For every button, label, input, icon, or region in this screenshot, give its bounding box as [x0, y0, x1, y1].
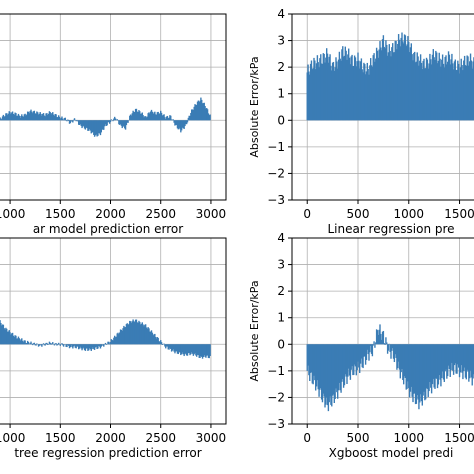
x-tick-label: 1500 [444, 207, 474, 221]
x-tick-label: 3000 [196, 431, 227, 445]
x-tick-label: 3000 [196, 207, 227, 221]
x-tick-label: 0 [303, 207, 311, 221]
x-tick-label: 1000 [0, 431, 25, 445]
y-tick-label: 3 [277, 258, 285, 272]
axes-frame [0, 13, 227, 201]
x-tick-label: 1000 [393, 207, 424, 221]
y-tick-label: −3 [267, 193, 285, 207]
x-tick-label: 2500 [145, 207, 176, 221]
panel-top-right: 0 500 1000 1500 4 3 2 1 0 −1 −2 −3 Linear regression… [248, 7, 474, 236]
x-tick-label: 1500 [45, 431, 76, 445]
x-tick-label: 1500 [444, 431, 474, 445]
y-tick-label: 2 [277, 284, 285, 298]
series-bars [0, 97, 211, 137]
y-tick-label: 0 [277, 337, 285, 351]
x-tick-label: 0 [303, 431, 311, 445]
y-tick-label: −3 [267, 417, 285, 431]
series-bars [306, 32, 474, 121]
y-tick-label: 0 [277, 113, 285, 127]
x-tick-label: 1500 [45, 207, 76, 221]
x-tick-label: 500 [347, 431, 370, 445]
y-tick-label: −2 [267, 390, 285, 404]
series-bars [0, 319, 211, 359]
y-tick-label: 1 [277, 311, 285, 325]
x-tick-label: 1000 [0, 207, 25, 221]
y-tick-label: 4 [277, 231, 285, 245]
axes-frame [291, 237, 474, 425]
y-axis-label: Absolute Error/kPa [248, 56, 261, 157]
x-axis-label: tree regression prediction error [14, 446, 201, 460]
x-axis-label: Xgboost model predi [329, 446, 454, 460]
y-tick-label: 2 [277, 60, 285, 74]
x-tick-label: 500 [347, 207, 370, 221]
y-tick-label: 4 [277, 7, 285, 21]
y-axis-label: Absolute Error/kPa [248, 280, 261, 381]
axes-frame [291, 13, 474, 201]
y-tick-label: 1 [277, 87, 285, 101]
panel-top-left: 1000 1500 2000 2500 3000 ar model prediction … [0, 13, 227, 236]
panel-bottom-right: 0 500 1000 1500 4 3 2 1 0 −1 −2 −3 Xgboost model pre… [248, 231, 474, 460]
axes-frame [0, 237, 227, 425]
x-tick-label: 2000 [95, 431, 126, 445]
y-tick-label: 3 [277, 34, 285, 48]
x-axis-label: ar model prediction error [33, 222, 183, 236]
x-tick-label: 1000 [393, 431, 424, 445]
x-tick-label: 2000 [95, 207, 126, 221]
y-tick-label: −1 [267, 140, 285, 154]
x-axis-label: Linear regression pre [327, 222, 454, 236]
y-tick-label: −1 [267, 364, 285, 378]
y-tick-label: −2 [267, 166, 285, 180]
series-bars [306, 324, 474, 412]
x-tick-label: 2500 [145, 431, 176, 445]
